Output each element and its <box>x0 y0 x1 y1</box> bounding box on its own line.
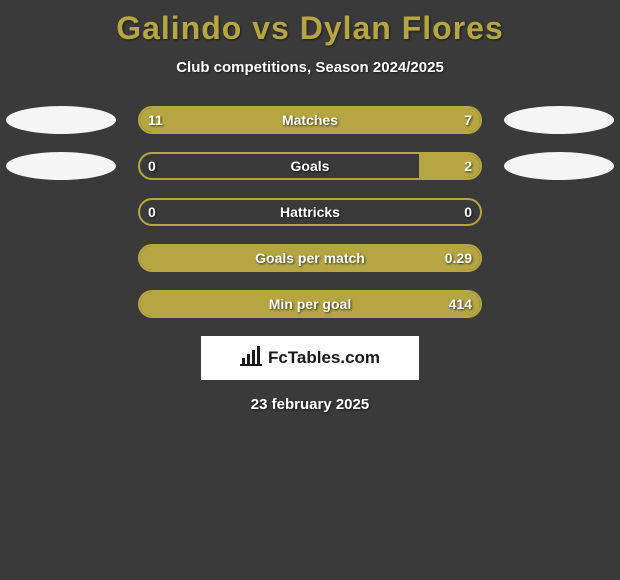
stat-row: Min per goal414 <box>0 290 620 318</box>
stat-bar-fill-right <box>348 108 480 132</box>
stat-row: Goals02 <box>0 152 620 180</box>
site-logo[interactable]: FcTables.com <box>201 336 419 380</box>
player-avatar-right <box>504 106 614 134</box>
stat-bar-track <box>138 290 482 318</box>
player-avatar-left <box>6 106 116 134</box>
stat-bar-track <box>138 152 482 180</box>
player-avatar-right <box>504 152 614 180</box>
stat-bar-fill-right <box>419 154 480 178</box>
comparison-title: Galindo vs Dylan Flores <box>0 0 620 47</box>
stat-row: Goals per match0.29 <box>0 244 620 272</box>
stat-row: Hattricks00 <box>0 198 620 226</box>
site-logo-text: FcTables.com <box>268 348 380 368</box>
stat-bar-track <box>138 106 482 134</box>
player-avatar-left <box>6 152 116 180</box>
stat-row: Matches117 <box>0 106 620 134</box>
stat-bar-track <box>138 198 482 226</box>
chart-bar-icon <box>240 346 262 371</box>
comparison-subtitle: Club competitions, Season 2024/2025 <box>0 59 620 76</box>
stat-bar-fill-left <box>140 108 348 132</box>
stat-bar-fill-right <box>140 292 480 316</box>
stat-bar-fill-right <box>140 246 480 270</box>
stat-bar-track <box>138 244 482 272</box>
comparison-date: 23 february 2025 <box>0 396 620 413</box>
stat-rows-container: Matches117 Goals02 Hattricks00 Goals per ma… <box>0 106 620 318</box>
